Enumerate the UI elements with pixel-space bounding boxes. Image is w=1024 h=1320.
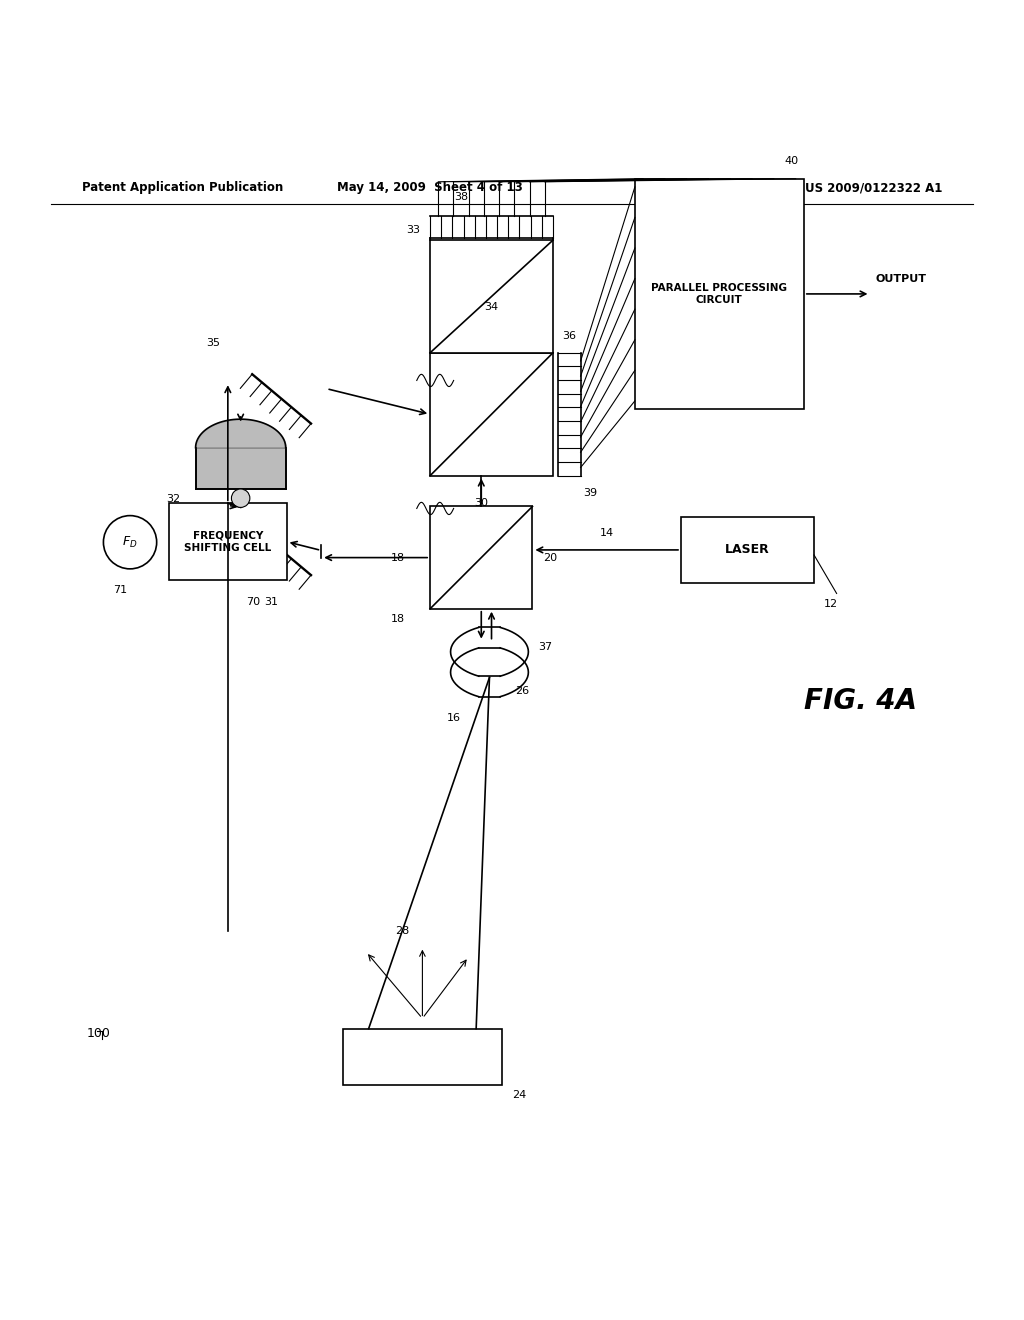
- Text: 31: 31: [264, 597, 279, 606]
- FancyBboxPatch shape: [430, 507, 532, 609]
- Text: 24: 24: [512, 1090, 526, 1100]
- Text: 100: 100: [87, 1027, 111, 1040]
- Text: 36: 36: [562, 330, 577, 341]
- Circle shape: [231, 488, 250, 507]
- Text: 28: 28: [395, 927, 409, 936]
- FancyBboxPatch shape: [196, 447, 286, 488]
- Text: 32: 32: [166, 494, 180, 504]
- Text: $F_D$: $F_D$: [122, 535, 138, 550]
- Text: Patent Application Publication: Patent Application Publication: [82, 181, 284, 194]
- Text: 34: 34: [484, 302, 499, 312]
- FancyBboxPatch shape: [169, 503, 287, 579]
- FancyBboxPatch shape: [635, 178, 804, 409]
- Text: 26: 26: [515, 685, 529, 696]
- Text: FIG. 4A: FIG. 4A: [804, 686, 916, 715]
- Text: FREQUENCY
SHIFTING CELL: FREQUENCY SHIFTING CELL: [184, 531, 271, 553]
- Text: 71: 71: [113, 585, 127, 595]
- Text: May 14, 2009  Sheet 4 of 13: May 14, 2009 Sheet 4 of 13: [337, 181, 523, 194]
- Text: 37: 37: [539, 642, 553, 652]
- Text: 18: 18: [390, 614, 404, 624]
- Text: LASER: LASER: [725, 544, 770, 557]
- FancyBboxPatch shape: [343, 1028, 502, 1085]
- FancyBboxPatch shape: [430, 352, 553, 475]
- Text: 20: 20: [543, 553, 557, 562]
- Text: US 2009/0122322 A1: US 2009/0122322 A1: [805, 181, 942, 194]
- Text: 38: 38: [454, 193, 468, 202]
- FancyBboxPatch shape: [681, 516, 814, 583]
- Text: 14: 14: [600, 528, 613, 537]
- Text: 30: 30: [474, 498, 488, 508]
- Text: 40: 40: [784, 157, 799, 166]
- Text: 70: 70: [247, 597, 260, 606]
- Text: 16: 16: [446, 713, 461, 723]
- Text: 39: 39: [584, 488, 598, 498]
- Text: 33: 33: [406, 224, 420, 235]
- Text: 18: 18: [390, 553, 404, 562]
- Text: 35: 35: [206, 338, 220, 347]
- Text: 12: 12: [824, 599, 839, 609]
- Text: PARALLEL PROCESSING
CIRCUIT: PARALLEL PROCESSING CIRCUIT: [651, 282, 787, 305]
- Text: OUTPUT: OUTPUT: [876, 273, 927, 284]
- FancyBboxPatch shape: [430, 240, 553, 352]
